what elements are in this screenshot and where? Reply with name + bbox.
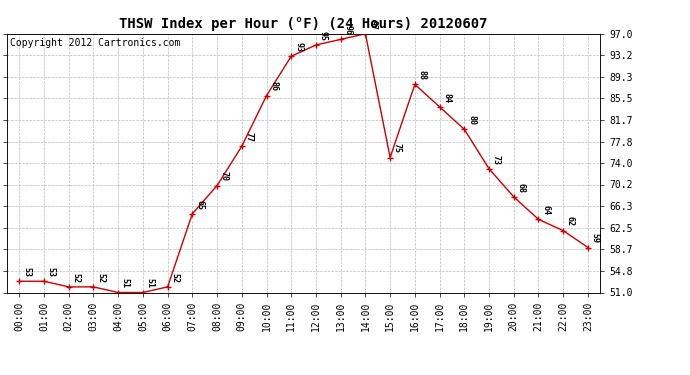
- Text: 68: 68: [517, 183, 526, 193]
- Text: 52: 52: [96, 273, 105, 283]
- Text: 53: 53: [47, 267, 56, 277]
- Text: 53: 53: [22, 267, 31, 277]
- Text: 80: 80: [467, 115, 476, 125]
- Text: 73: 73: [492, 154, 501, 165]
- Text: 88: 88: [417, 70, 426, 80]
- Text: 65: 65: [195, 200, 204, 210]
- Text: Copyright 2012 Cartronics.com: Copyright 2012 Cartronics.com: [10, 38, 180, 48]
- Text: 84: 84: [442, 93, 451, 103]
- Text: 86: 86: [269, 81, 278, 92]
- Text: 52: 52: [72, 273, 81, 283]
- Text: 51: 51: [146, 278, 155, 288]
- Text: 95: 95: [319, 31, 328, 41]
- Text: 75: 75: [393, 143, 402, 153]
- Text: 96: 96: [344, 25, 353, 35]
- Text: 52: 52: [170, 273, 179, 283]
- Text: 62: 62: [566, 216, 575, 226]
- Text: 70: 70: [220, 171, 229, 182]
- Text: 51: 51: [121, 278, 130, 288]
- Text: 64: 64: [541, 205, 550, 215]
- Text: 93: 93: [294, 42, 303, 52]
- Text: 77: 77: [244, 132, 253, 142]
- Text: 97: 97: [368, 20, 377, 30]
- Text: 59: 59: [591, 233, 600, 243]
- Title: THSW Index per Hour (°F) (24 Hours) 20120607: THSW Index per Hour (°F) (24 Hours) 2012…: [119, 17, 488, 31]
